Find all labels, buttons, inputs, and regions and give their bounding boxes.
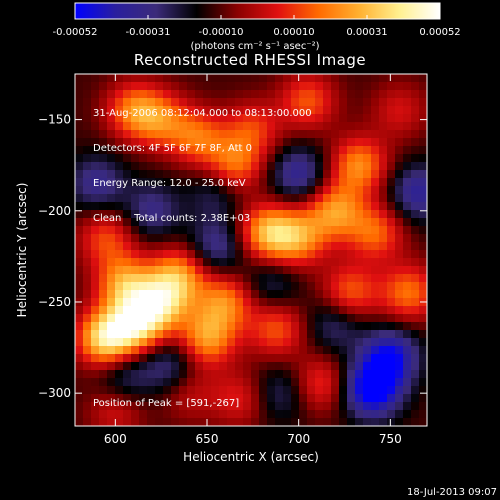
y-tick-label: −200 [38, 204, 71, 218]
footer-timestamp: 18-Jul-2013 09:07 [406, 487, 497, 498]
chart-title: Reconstructed RHESSI Image [133, 51, 367, 69]
colorbar: -0.00052 -0.00031 -0.00010 0.00010 0.00031 0.… [53, 2, 461, 52]
y-tick-label: −150 [38, 113, 71, 127]
x-tick-label: 700 [287, 432, 310, 446]
colorbar-tick-label: -0.00031 [126, 27, 171, 38]
colorbar-tick-label: -0.00052 [53, 27, 98, 38]
info-clean-counts: Clean Total counts: 2.38E+03 [93, 212, 251, 224]
info-block: 31-Aug-2006 08:12:04.000 to 08:13:00.000… [93, 85, 312, 236]
info-energy-range: Energy Range: 12.0 - 25.0 keV [93, 177, 246, 189]
colorbar-tick-label: 0.00052 [419, 27, 460, 38]
plot-frame [74, 73, 428, 427]
peak-position-label: Position of Peak = [591,-267] [93, 398, 240, 409]
y-tick-label: −300 [38, 386, 71, 400]
info-time-range: 31-Aug-2006 08:12:04.000 to 08:13:00.000 [93, 108, 312, 120]
x-tick-label: 650 [196, 432, 219, 446]
colorbar-tick-label: 0.00010 [273, 27, 314, 38]
heatmap-image [75, 74, 428, 427]
colorbar-tick-label: 0.00031 [346, 27, 387, 38]
colorbar-unit-label: (photons cm⁻² s⁻¹ asec⁻²) [190, 41, 319, 52]
x-tick-label: 600 [104, 432, 127, 446]
x-axis-label: Heliocentric X (arcsec) [183, 450, 319, 464]
colorbar-tick-label: -0.00010 [199, 27, 244, 38]
x-tick-label: 750 [379, 432, 402, 446]
y-axis-label: Heliocentric Y (arcsec) [15, 183, 29, 318]
colorbar-gradient [74, 2, 441, 20]
y-tick-label: −250 [38, 295, 71, 309]
info-detectors: Detectors: 4F 5F 6F 7F 8F, Att 0 [93, 142, 253, 154]
